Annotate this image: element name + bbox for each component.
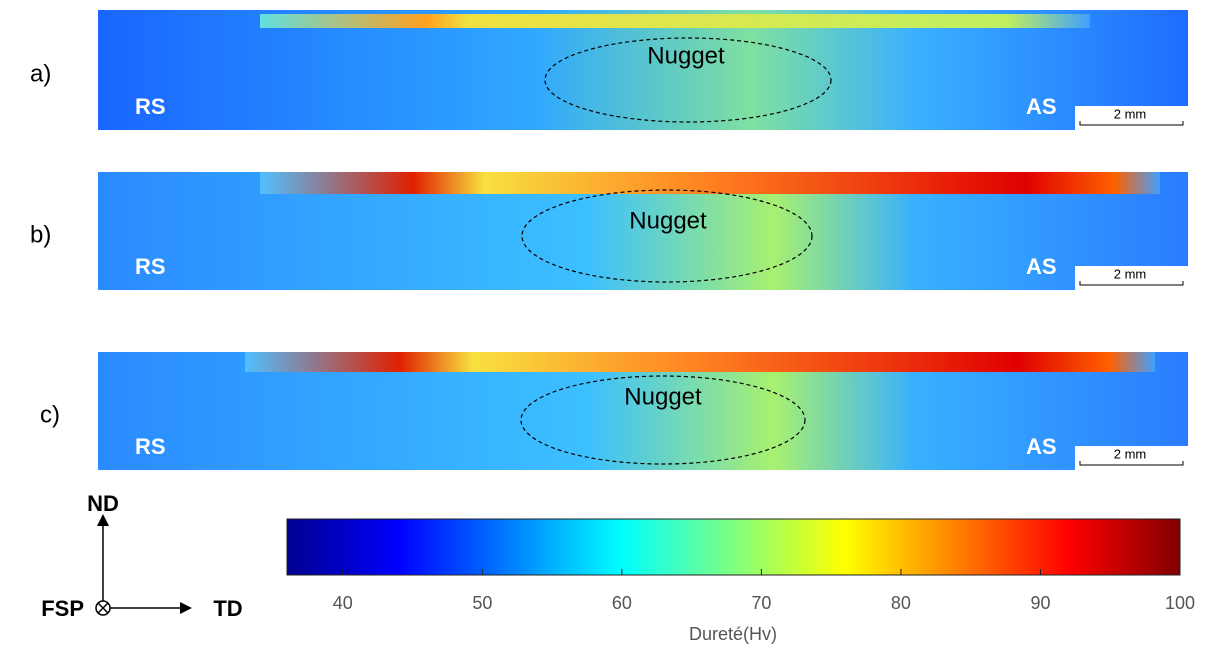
side-label: AS <box>1026 94 1057 119</box>
nugget-outline <box>544 37 832 123</box>
scale-label: 2 mm <box>1114 106 1147 121</box>
arrow-head <box>180 602 192 614</box>
region-label: Nugget <box>647 42 725 69</box>
axis-label: ND <box>87 491 119 516</box>
scale-label: 2 mm <box>1114 266 1147 281</box>
panel-b <box>98 172 1188 290</box>
panel-a <box>98 10 1188 130</box>
nugget-outline <box>520 375 806 465</box>
scale-bar <box>1079 121 1184 126</box>
panel-c <box>98 352 1188 470</box>
arrow-head <box>97 514 109 526</box>
tick-label: 100 <box>1165 593 1195 613</box>
side-label: RS <box>135 254 166 279</box>
side-label: AS <box>1026 434 1057 459</box>
scale-bar <box>1079 461 1184 466</box>
out-of-plane-symbol <box>97 602 109 614</box>
panel-label: a) <box>30 60 51 87</box>
axis-label: FSP <box>41 596 84 621</box>
map <box>98 10 1188 130</box>
panel-label: b) <box>30 221 51 248</box>
map-band <box>260 14 1090 28</box>
scale-box <box>1075 106 1188 130</box>
map-band <box>245 352 1155 372</box>
region-label: Nugget <box>624 383 702 410</box>
tick-label: 70 <box>751 593 771 613</box>
axis-label: TD <box>213 596 242 621</box>
nugget-outline <box>521 189 813 283</box>
scale-label: 2 mm <box>1114 446 1147 461</box>
tick-label: 40 <box>333 593 353 613</box>
scale-bar <box>1079 281 1184 286</box>
region-label: Nugget <box>629 207 707 234</box>
tick-label: 50 <box>472 593 492 613</box>
map-band <box>260 172 1160 194</box>
tick-label: 90 <box>1030 593 1050 613</box>
scale-box <box>1075 266 1188 290</box>
side-label: RS <box>135 434 166 459</box>
scale-box <box>1075 446 1188 470</box>
colorbar <box>286 518 1181 576</box>
panel-label: c) <box>40 401 60 428</box>
side-label: RS <box>135 94 166 119</box>
tick-label: 80 <box>891 593 911 613</box>
side-label: AS <box>1026 254 1057 279</box>
colorbar-label: Dureté(Hv) <box>689 624 777 644</box>
tick-label: 60 <box>612 593 632 613</box>
